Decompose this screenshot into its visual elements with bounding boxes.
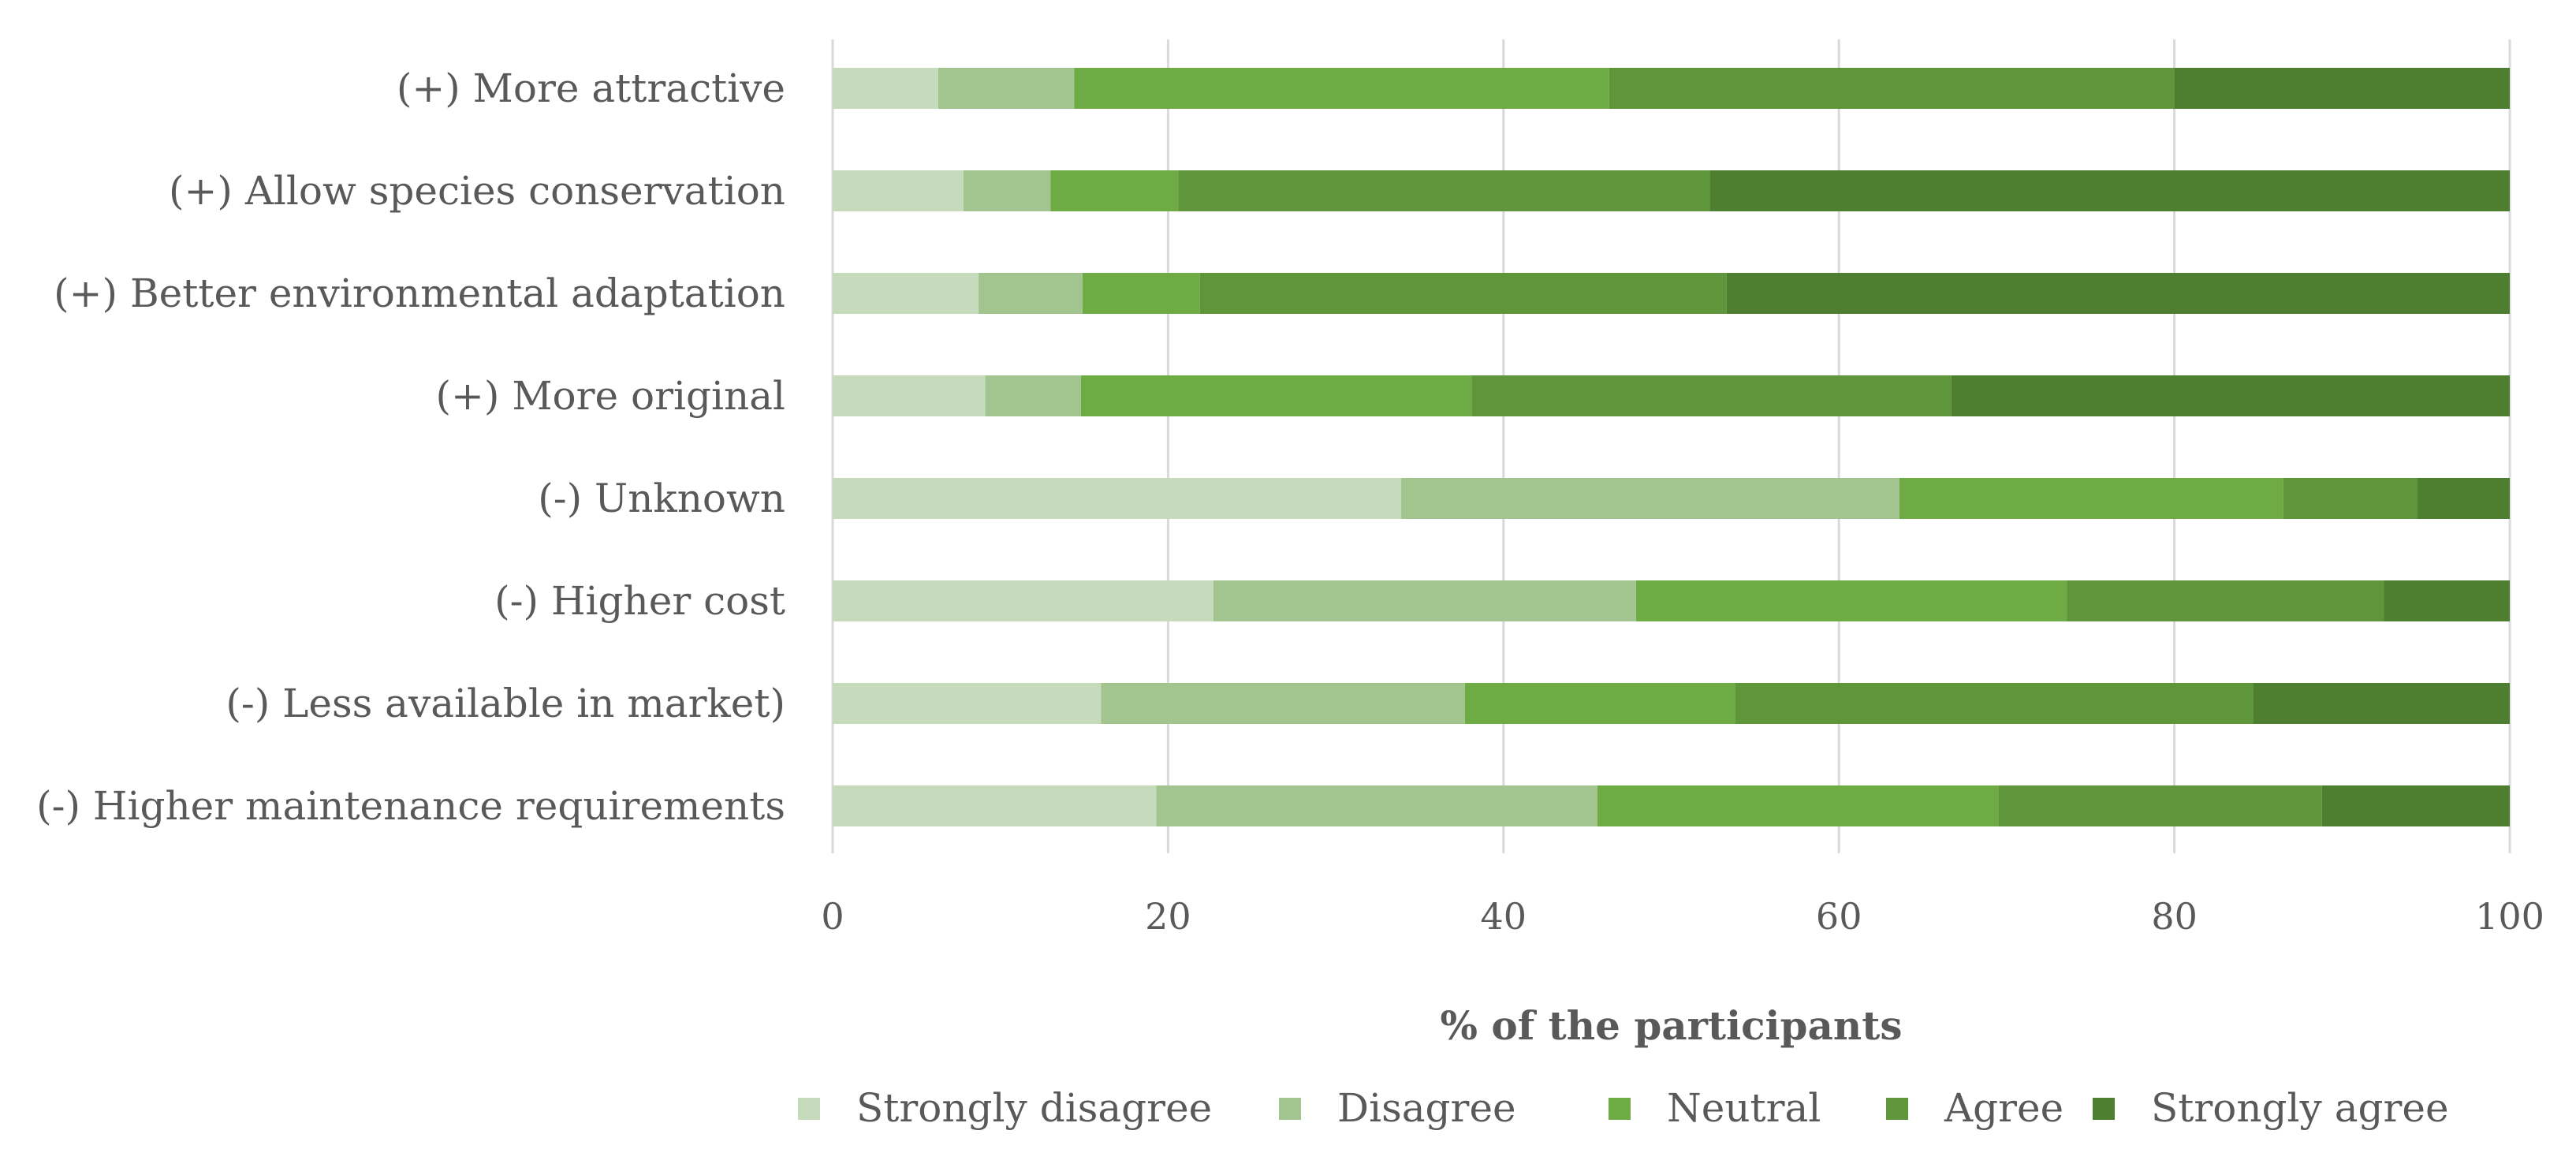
legend-swatch	[798, 1098, 820, 1120]
bar-segment-agree	[1471, 375, 1952, 416]
legend-label: Strongly disagree	[856, 1085, 1212, 1131]
bar-segment-disagree	[979, 273, 1083, 314]
bar-segment-disagree	[938, 68, 1075, 109]
bar-segment-disagree	[1213, 580, 1636, 621]
bar-segment-disagree	[1156, 785, 1597, 826]
bar-segment-agree	[1998, 785, 2322, 826]
x-tick-label: 40	[1481, 895, 1527, 938]
x-axis-title: % of the participants	[1440, 1002, 1902, 1049]
bar-segment-strongly-agree	[2174, 68, 2510, 109]
bar-segment-neutral	[1080, 375, 1472, 416]
category-label: (+) More attractive	[397, 65, 785, 111]
bar-segment-disagree	[985, 375, 1081, 416]
category-label: (-) Higher maintenance requirements	[36, 783, 785, 829]
bar-segment-strongly-agree	[2253, 683, 2510, 724]
bar-segment-neutral	[1074, 68, 1609, 109]
legend-label: Strongly agree	[2151, 1085, 2449, 1131]
bar-segment-strongly-disagree	[833, 580, 1213, 621]
x-tick-label: 60	[1816, 895, 1862, 938]
bar-segment-neutral	[1082, 273, 1200, 314]
bar-segment-strongly-disagree	[833, 785, 1157, 826]
bar-segment-neutral	[1050, 170, 1179, 211]
bar-segment-neutral	[1899, 478, 2283, 519]
bar-segment-strongly-disagree	[833, 273, 979, 314]
category-label: (-) Higher cost	[494, 578, 785, 624]
bar-segment-strongly-agree	[1951, 375, 2510, 416]
legend-swatch	[1609, 1098, 1631, 1120]
category-label: (-) Less available in market)	[226, 681, 785, 726]
x-tick-label: 80	[2151, 895, 2198, 938]
category-label: (-) Unknown	[538, 476, 785, 521]
bar-segment-strongly-disagree	[833, 375, 986, 416]
bar-segment-agree	[1178, 170, 1710, 211]
bar-segment-neutral	[1464, 683, 1735, 724]
legend-label: Neutral	[1667, 1085, 1821, 1131]
legend-swatch	[2093, 1098, 2115, 1120]
bar-segment-strongly-agree	[1709, 170, 2510, 211]
bar-segment-agree	[2067, 580, 2384, 621]
x-tick-label: 100	[2475, 895, 2544, 938]
x-tick-label: 0	[821, 895, 844, 938]
category-label: (+) Better environmental adaptation	[54, 270, 785, 316]
legend-swatch	[1279, 1098, 1301, 1120]
bar-segment-neutral	[1635, 580, 2067, 621]
x-tick-label: 20	[1145, 895, 1191, 938]
bar-segment-strongly-agree	[2384, 580, 2510, 621]
bar-segment-strongly-disagree	[833, 478, 1402, 519]
bar-segment-strongly-agree	[2418, 478, 2510, 519]
x-tick-labels: 0 20 40 60 80 100	[821, 895, 2544, 938]
bar-segment-strongly-disagree	[833, 683, 1102, 724]
legend-label: Agree	[1944, 1085, 2063, 1131]
bar-segment-strongly-disagree	[833, 170, 964, 211]
bar-segment-disagree	[963, 170, 1051, 211]
gridlines	[831, 39, 2511, 853]
legend-swatch	[1886, 1098, 1908, 1120]
legend: Strongly disagree Disagree Neutral Agree Str…	[798, 1085, 2449, 1131]
bar-segment-strongly-disagree	[833, 68, 939, 109]
bar-segment-agree	[1735, 683, 2254, 724]
bar-segment-strongly-agree	[1726, 273, 2510, 314]
category-label: (+) Allow species conservation	[169, 168, 785, 214]
bar-segment-neutral	[1597, 785, 1999, 826]
bar-segment-agree	[1609, 68, 2175, 109]
legend-label: Disagree	[1337, 1085, 1516, 1131]
bars	[833, 68, 2510, 826]
bar-segment-agree	[1199, 273, 1727, 314]
bar-segment-agree	[2283, 478, 2418, 519]
category-labels: (+) More attractive (+) Allow species con…	[36, 65, 785, 829]
bar-segment-disagree	[1401, 478, 1899, 519]
bar-segment-disagree	[1101, 683, 1465, 724]
category-label: (+) More original	[436, 373, 785, 419]
bar-segment-strongly-agree	[2321, 785, 2510, 826]
